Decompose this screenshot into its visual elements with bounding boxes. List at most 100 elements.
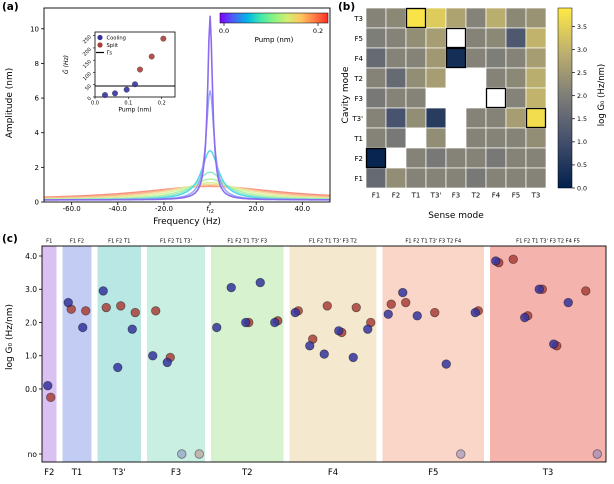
svg-text:F3: F3 [171, 468, 181, 478]
svg-text:Pump (nm): Pump (nm) [255, 36, 294, 44]
highlighted-cell [365, 147, 387, 169]
curves [44, 15, 331, 201]
svg-text:T3: T3 [353, 15, 363, 23]
svg-text:0.0: 0.0 [25, 385, 37, 394]
svg-text:F3: F3 [355, 95, 363, 103]
svg-text:F1 F2 T1 T3' F3 T2 F4 F5: F1 F2 T1 T3' F3 T2 F4 F5 [516, 239, 580, 245]
svg-text:T3': T3' [351, 115, 363, 123]
svg-text:3.5: 3.5 [577, 24, 587, 31]
c-axis-ticks: 4.0 3.0 2.0 1.0 0.0 no [25, 252, 42, 459]
svg-text:fr2: fr2 [206, 205, 214, 215]
svg-text:1.5: 1.5 [577, 116, 587, 123]
svg-text:-20.0: -20.0 [155, 205, 173, 213]
band-F2 [42, 246, 57, 462]
svg-text:G̃ (Hz): G̃ (Hz) [63, 55, 70, 74]
svg-text:F1 F2 T1 T3': F1 F2 T1 T3' [160, 239, 192, 245]
svg-text:F4: F4 [492, 192, 501, 200]
svg-text:3.0: 3.0 [25, 285, 37, 294]
svg-text:F1 F2 T1 T3' F3 T2: F1 F2 T1 T3' F3 T2 [309, 239, 357, 245]
svg-text:F1 F2 T1 T3' F3: F1 F2 T1 T3' F3 [227, 239, 267, 245]
svg-text:Pump (nm): Pump (nm) [118, 107, 151, 114]
svg-text:T1: T1 [411, 192, 421, 200]
panel-b-colorbar-label: log G₀ (Hz/nm) [597, 63, 607, 127]
highlighted-cell [525, 107, 547, 129]
highlighted-cell [485, 87, 507, 109]
svg-text:F1 F2 T1 T3' F3 T2 F4: F1 F2 T1 T3' F3 T2 F4 [405, 239, 462, 245]
svg-text:Split: Split [107, 43, 119, 49]
panel-b-ylabel: Cavity mode [341, 66, 351, 124]
svg-text:Γs: Γs [107, 50, 113, 56]
svg-text:0.2: 0.2 [158, 101, 166, 107]
svg-text:0.5: 0.5 [577, 162, 587, 169]
svg-text:F2: F2 [392, 192, 400, 200]
svg-text:T1: T1 [71, 468, 83, 478]
svg-text:0.2: 0.2 [313, 27, 323, 35]
svg-text:F1: F1 [46, 239, 52, 245]
svg-text:0.0: 0.0 [219, 27, 229, 35]
svg-text:0.0: 0.0 [577, 185, 587, 192]
svg-text:0: 0 [35, 199, 39, 207]
svg-text:0.1: 0.1 [124, 101, 132, 107]
pump-colorbar: 0.0 0.2 Pump (nm) [219, 12, 329, 44]
svg-text:50: 50 [84, 83, 93, 92]
panel-c-scatter: F1 F2 F1 F2 T1 F1 F2 T1 T3' F1 F2 T1 T3' F3 F1 F… [25, 239, 607, 479]
svg-text:2.0: 2.0 [25, 318, 37, 327]
highlighted-cell [445, 27, 467, 49]
panel-b-heatmap: T3 F5 F4 T2 F3 T3' T1 F2 F1 F1 F2 T1 T3' F3 T2 F4 F5 T3 0.… [351, 7, 587, 200]
svg-text:2: 2 [35, 164, 39, 172]
svg-text:F1: F1 [355, 175, 363, 183]
svg-text:-40.0: -40.0 [109, 205, 127, 213]
svg-text:F2: F2 [44, 468, 54, 478]
group-bands [42, 246, 606, 462]
heatmap-cells [365, 7, 547, 189]
svg-text:150: 150 [82, 59, 93, 70]
svg-text:F5: F5 [355, 35, 363, 43]
svg-text:F3: F3 [452, 192, 460, 200]
svg-text:F2: F2 [355, 155, 363, 163]
band-T2 [211, 246, 284, 462]
group-labels: F1 F2 F1 F2 T1 F1 F2 T1 T3' F1 F2 T1 T3' F3 F1 F… [44, 239, 580, 479]
svg-text:F5: F5 [428, 468, 438, 478]
svg-text:2.0: 2.0 [577, 93, 587, 100]
panel-b-label: (b) [338, 1, 356, 13]
svg-text:F1 F2 T1: F1 F2 T1 [108, 239, 130, 245]
svg-text:T3: T3 [531, 192, 541, 200]
svg-text:T3: T3 [542, 468, 554, 478]
svg-text:3.0: 3.0 [577, 47, 587, 54]
panel-c-ylabel: log G₀ (Hz/nm) [5, 303, 15, 371]
svg-text:F1: F1 [372, 192, 380, 200]
svg-text:250: 250 [82, 34, 93, 45]
svg-text:1.0: 1.0 [25, 352, 37, 361]
svg-text:10: 10 [30, 25, 39, 33]
svg-text:2.5: 2.5 [577, 70, 587, 77]
band-T1 [62, 246, 92, 462]
svg-text:40.0: 40.0 [295, 205, 311, 213]
svg-text:Cooling: Cooling [107, 35, 126, 41]
svg-text:T2: T2 [471, 192, 481, 200]
svg-text:4.0: 4.0 [25, 252, 37, 261]
svg-text:-60.0: -60.0 [63, 205, 81, 213]
svg-text:6: 6 [35, 95, 40, 103]
panel-a-xlabel: Frequency (Hz) [153, 217, 221, 227]
svg-text:200: 200 [82, 47, 93, 58]
svg-text:T1: T1 [353, 135, 363, 143]
svg-text:T3': T3' [430, 192, 442, 200]
svg-text:T2: T2 [353, 75, 363, 83]
svg-text:0: 0 [86, 96, 92, 102]
svg-text:20.0: 20.0 [248, 205, 264, 213]
data-points [43, 254, 602, 459]
svg-text:8: 8 [35, 60, 39, 68]
highlighted-cell [445, 47, 467, 69]
axis-ticks: -60.0 -40.0 -20.0 fr2 20.0 40.0 0 2 4 6 8 10 [30, 25, 310, 215]
svg-text:T2: T2 [241, 468, 253, 478]
heatmap-labels: T3 F5 F4 T2 F3 T3' T1 F2 F1 F1 F2 T1 T3' F3 T2 F4 F5 T3 [351, 15, 540, 200]
panel-a-label: (a) [2, 1, 19, 13]
svg-text:F1 F2: F1 F2 [70, 239, 84, 245]
panel-b-xlabel: Sense mode [428, 211, 484, 221]
svg-text:0.0: 0.0 [91, 101, 99, 107]
panel-a-ylabel: Amplitude (nm) [5, 67, 15, 139]
panel-c-label: (c) [2, 233, 18, 245]
